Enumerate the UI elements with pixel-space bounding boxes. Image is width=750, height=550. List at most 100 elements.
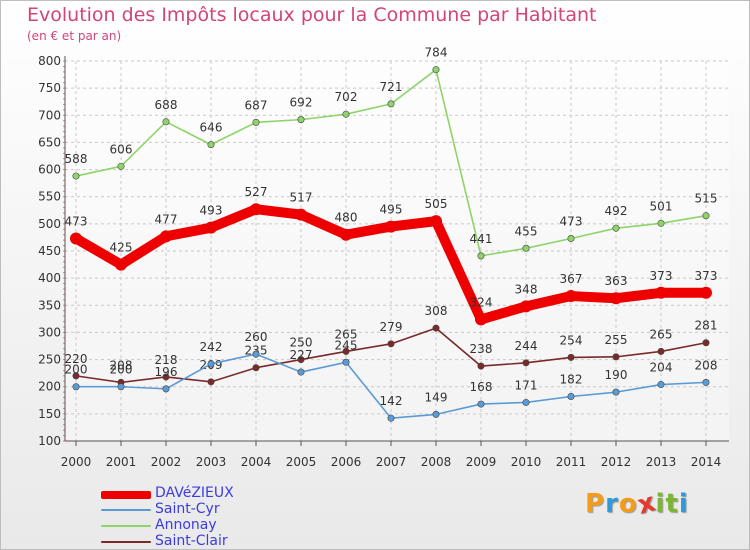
data-label: 142 bbox=[380, 394, 403, 408]
legend-label: Saint-Clair bbox=[155, 533, 228, 549]
data-label: 515 bbox=[695, 192, 718, 206]
data-label: 265 bbox=[335, 327, 358, 341]
data-label: 492 bbox=[605, 204, 628, 218]
legend-label: DAVéZIEUX bbox=[155, 485, 234, 501]
x-tick-label: 2010 bbox=[511, 455, 542, 469]
data-point bbox=[657, 381, 665, 389]
data-point bbox=[72, 383, 80, 391]
data-point bbox=[297, 116, 305, 124]
data-point bbox=[432, 324, 440, 332]
chart-title: Evolution des Impôts locaux pour la Comm… bbox=[27, 4, 597, 26]
y-tick-label: 750 bbox=[38, 81, 61, 95]
x-tick-label: 2009 bbox=[466, 455, 497, 469]
x-tick-label: 2006 bbox=[331, 455, 362, 469]
data-point bbox=[700, 286, 712, 299]
data-label: 168 bbox=[470, 380, 493, 394]
data-point bbox=[612, 388, 620, 396]
x-tick-label: 2011 bbox=[556, 455, 587, 469]
x-tick-label: 2007 bbox=[376, 455, 407, 469]
data-label: 702 bbox=[335, 90, 358, 104]
y-tick-label: 550 bbox=[38, 190, 61, 204]
data-label: 190 bbox=[605, 368, 628, 382]
data-label: 255 bbox=[605, 333, 628, 347]
x-tick-label: 2012 bbox=[601, 455, 632, 469]
data-point bbox=[342, 110, 350, 118]
data-point bbox=[250, 203, 262, 216]
logo-letter: r bbox=[605, 489, 619, 519]
data-label: 238 bbox=[470, 342, 493, 356]
data-label: 245 bbox=[335, 338, 358, 352]
data-label: 348 bbox=[515, 282, 538, 296]
data-point bbox=[522, 244, 530, 252]
y-tick-label: 200 bbox=[38, 380, 61, 394]
x-tick-label: 2005 bbox=[286, 455, 317, 469]
y-tick-label: 600 bbox=[38, 163, 61, 177]
data-point bbox=[115, 258, 127, 271]
legend-label: Annonay bbox=[155, 517, 217, 533]
data-point bbox=[612, 224, 620, 232]
data-label: 208 bbox=[110, 358, 133, 372]
data-point bbox=[252, 350, 260, 358]
data-label: 182 bbox=[560, 372, 583, 386]
data-label: 588 bbox=[65, 152, 88, 166]
data-label: 425 bbox=[110, 241, 133, 255]
data-label: 441 bbox=[470, 232, 493, 246]
x-tick-label: 2000 bbox=[61, 455, 92, 469]
data-point bbox=[387, 340, 395, 348]
data-label: 373 bbox=[650, 269, 673, 283]
data-point bbox=[432, 410, 440, 418]
data-point bbox=[207, 378, 215, 386]
y-tick-label: 450 bbox=[38, 244, 61, 258]
data-point bbox=[340, 228, 352, 241]
data-point bbox=[655, 286, 667, 299]
data-point bbox=[522, 359, 530, 367]
data-label: 517 bbox=[290, 191, 313, 205]
data-label: 308 bbox=[425, 304, 448, 318]
data-label: 250 bbox=[290, 336, 313, 350]
data-point bbox=[162, 118, 170, 126]
data-label: 265 bbox=[650, 327, 673, 341]
data-point bbox=[610, 292, 622, 305]
data-label: 363 bbox=[605, 274, 628, 288]
data-point bbox=[475, 313, 487, 326]
data-point bbox=[477, 252, 485, 260]
data-label: 473 bbox=[65, 215, 88, 229]
data-label: 204 bbox=[650, 361, 673, 375]
data-point bbox=[657, 219, 665, 227]
data-point bbox=[162, 385, 170, 393]
data-label: 373 bbox=[695, 269, 718, 283]
x-tick-label: 2001 bbox=[106, 455, 137, 469]
y-tick-label: 800 bbox=[38, 54, 61, 68]
y-tick-label: 150 bbox=[38, 407, 61, 421]
data-point bbox=[702, 339, 710, 347]
legend-swatch-davezieux bbox=[101, 491, 151, 499]
data-label: 501 bbox=[650, 199, 673, 213]
data-label: 171 bbox=[515, 378, 538, 392]
data-label: 473 bbox=[560, 215, 583, 229]
y-tick-label: 700 bbox=[38, 108, 61, 122]
logo-letter: P bbox=[585, 489, 606, 519]
x-tick-label: 2004 bbox=[241, 455, 272, 469]
data-point bbox=[567, 235, 575, 243]
data-point bbox=[162, 373, 170, 381]
data-point bbox=[295, 208, 307, 221]
data-point bbox=[567, 392, 575, 400]
logo-letter: i bbox=[678, 489, 689, 519]
data-label: 149 bbox=[425, 390, 448, 404]
data-point bbox=[565, 290, 577, 303]
chart-subtitle: (en € et par an) bbox=[27, 29, 122, 43]
data-point bbox=[522, 398, 530, 406]
data-label: 480 bbox=[335, 211, 358, 225]
data-point bbox=[70, 232, 82, 245]
legend-swatch-annonay bbox=[101, 525, 151, 527]
data-point bbox=[160, 230, 172, 243]
data-label: 646 bbox=[200, 121, 223, 135]
logo-letter: t bbox=[665, 489, 679, 519]
data-label: 242 bbox=[200, 340, 223, 354]
data-label: 200 bbox=[110, 363, 133, 377]
y-tick-label: 250 bbox=[38, 353, 61, 367]
data-label: 477 bbox=[155, 212, 178, 226]
data-label: 784 bbox=[425, 46, 448, 60]
